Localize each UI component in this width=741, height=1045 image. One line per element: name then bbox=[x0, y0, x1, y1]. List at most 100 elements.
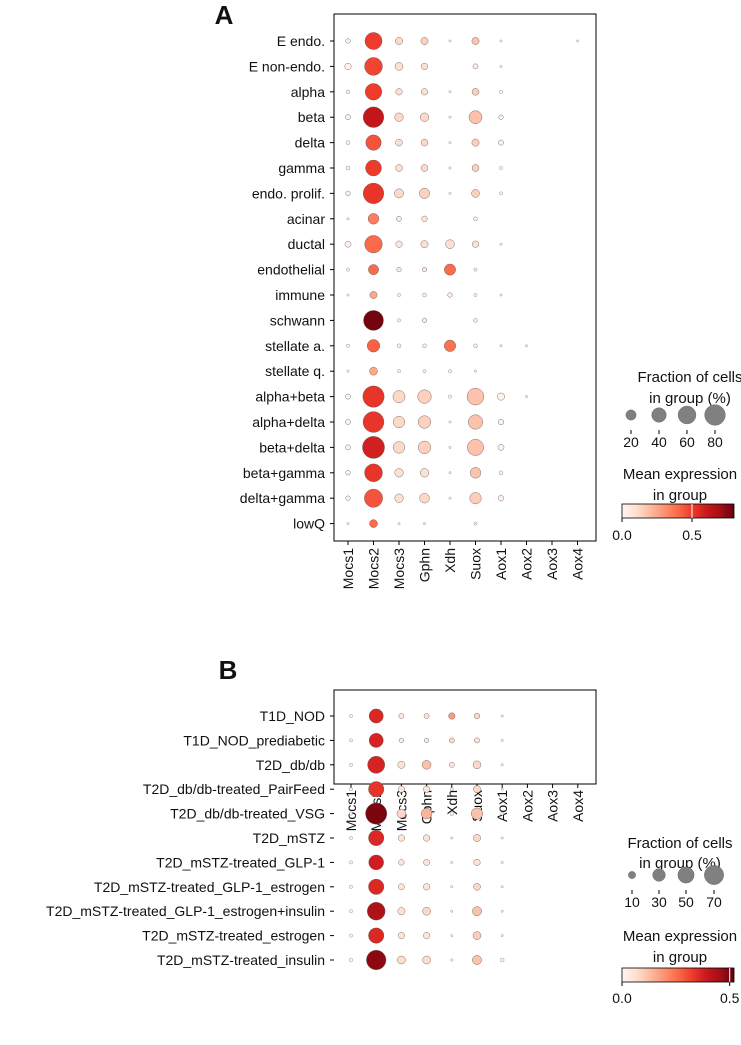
dot-beta-gamma-mocs3 bbox=[394, 468, 404, 478]
dot-alpha-beta-mocs2 bbox=[362, 385, 385, 408]
row-label-ductal: ductal bbox=[288, 236, 325, 252]
dot-stellate-q-mocs3 bbox=[397, 369, 401, 373]
size-legend-circle bbox=[628, 871, 636, 879]
dot-gamma-aox1 bbox=[499, 166, 503, 170]
dot-t1d-nod-aox1 bbox=[500, 714, 504, 718]
dot-immune-mocs3 bbox=[397, 293, 401, 297]
dot-t2d-mstz-treated-glp-1-xdh bbox=[450, 861, 454, 864]
panel-label: B bbox=[219, 655, 238, 685]
dot-t2d-mstz-treated-glp-1-estrogen-insulin-mocs2 bbox=[367, 902, 386, 921]
row-label-alpha: alpha bbox=[291, 84, 325, 100]
size-legend-label: 50 bbox=[678, 894, 694, 910]
row-label-acinar: acinar bbox=[287, 211, 325, 227]
dot-t2d-mstz-treated-estrogen-xdh bbox=[450, 934, 454, 937]
dot-t2d-mstz-treated-estrogen-mocs1 bbox=[349, 933, 353, 938]
dot-immune-xdh bbox=[447, 292, 453, 298]
color-legend-title: Mean expression bbox=[623, 928, 737, 945]
dot-t2d-mstz-mocs1 bbox=[349, 836, 353, 840]
dot-t2d-db-db-treated-vsg-aox1 bbox=[500, 811, 504, 816]
dot-beta-delta-xdh bbox=[448, 446, 452, 449]
dot-immune-suox bbox=[473, 293, 478, 297]
row-label-stellate-a: stellate a. bbox=[265, 338, 325, 354]
dot-t2d-mstz-treated-glp-1-estrogen-suox bbox=[473, 883, 481, 891]
dot-schwann-mocs3 bbox=[397, 318, 401, 323]
dot-t1d-nod-xdh bbox=[448, 712, 456, 720]
dot-alpha-mocs1 bbox=[345, 89, 351, 94]
dot-schwann-suox bbox=[473, 318, 478, 323]
dot-t2d-db-db-treated-pairfeed-suox bbox=[473, 785, 481, 794]
dot-e-non-endo-gphn bbox=[421, 62, 428, 70]
dot-acinar-mocs3 bbox=[396, 216, 402, 222]
dot-t2d-db-db-aox1 bbox=[500, 763, 504, 767]
dot-e-endo-aox4 bbox=[576, 39, 579, 43]
dot-alpha-delta-gphn bbox=[418, 415, 431, 429]
column-label-xdh: Xdh bbox=[444, 790, 460, 815]
dot-ductal-xdh bbox=[445, 239, 455, 249]
dot-t2d-mstz-treated-glp-1-aox1 bbox=[500, 861, 504, 864]
size-legend-label: 40 bbox=[651, 434, 667, 450]
column-label-aox1: Aox1 bbox=[493, 548, 509, 580]
dot-t1d-nod-prediabetic-suox bbox=[474, 737, 480, 744]
dot-e-non-endo-mocs3 bbox=[394, 62, 404, 71]
dot-t2d-mstz-treated-glp-1-estrogen-xdh bbox=[450, 885, 454, 889]
column-label-aox4: Aox4 bbox=[570, 790, 586, 822]
dot-endo-prolif-aox1 bbox=[499, 191, 503, 196]
dot-t2d-mstz-treated-glp-1-suox bbox=[473, 858, 481, 866]
dot-t2d-mstz-mocs3 bbox=[397, 834, 405, 842]
dot-delta-gamma-aox1 bbox=[497, 495, 505, 502]
row-label-t2d-mstz-treated-estrogen: T2D_mSTZ-treated_estrogen bbox=[142, 928, 325, 944]
dot-stellate-a-aox1 bbox=[499, 344, 503, 348]
dot-t2d-mstz-treated-glp-1-estrogen-insulin-aox1 bbox=[500, 909, 504, 913]
row-label-beta-gamma: beta+gamma bbox=[243, 465, 325, 481]
dot-beta-delta-mocs3 bbox=[392, 441, 406, 454]
column-label-aox3: Aox3 bbox=[545, 790, 561, 822]
dot-e-non-endo-suox bbox=[472, 63, 479, 70]
dot-t2d-mstz-mocs2 bbox=[368, 830, 385, 846]
dot-t2d-mstz-treated-glp-1-mocs2 bbox=[368, 854, 384, 871]
row-label-e-non-endo: E non-endo. bbox=[249, 58, 325, 74]
size-legend-label: 10 bbox=[624, 894, 640, 910]
row-label-t2d-db-db-treated-pairfeed: T2D_db/db-treated_PairFeed bbox=[143, 781, 325, 797]
colorbar-label: 0.5 bbox=[682, 527, 702, 543]
dot-t2d-db-db-treated-vsg-xdh bbox=[449, 811, 454, 816]
dot-t2d-mstz-treated-glp-1-gphn bbox=[423, 859, 430, 866]
dot-beta-gamma-aox1 bbox=[498, 470, 504, 475]
dot-delta-aox1 bbox=[498, 139, 504, 146]
size-legend-circle bbox=[625, 409, 637, 421]
row-label-stellate-q: stellate q. bbox=[265, 363, 325, 379]
dotplot-panel-b: B T1D_NOD T1D_NOD_prediabetic T2D_db/db T2D_… bbox=[46, 655, 740, 1006]
dot-endo-prolif-gphn bbox=[419, 188, 430, 199]
dot-alpha-beta-aox2 bbox=[525, 395, 528, 398]
row-label-t2d-mstz-treated-glp-1: T2D_mSTZ-treated_GLP-1 bbox=[156, 854, 325, 870]
dot-immune-mocs2 bbox=[369, 291, 378, 299]
row-label-t2d-db-db: T2D_db/db bbox=[256, 757, 325, 773]
column-label-aox2: Aox2 bbox=[519, 548, 535, 580]
dot-endothelial-mocs3 bbox=[396, 267, 402, 273]
dot-t1d-nod-prediabetic-xdh bbox=[449, 737, 455, 744]
colorbar-label: 0.5 bbox=[720, 990, 740, 1006]
row-label-alpha-delta: alpha+delta bbox=[252, 414, 325, 430]
dot-e-endo-mocs3 bbox=[395, 37, 403, 45]
dot-alpha-mocs3 bbox=[395, 88, 403, 96]
row-label-alpha-beta: alpha+beta bbox=[255, 389, 325, 405]
row-label-t2d-mstz-treated-glp-1-estrogen: T2D_mSTZ-treated_GLP-1_estrogen bbox=[94, 879, 325, 895]
dot-t2d-mstz-treated-insulin-mocs1 bbox=[349, 958, 353, 962]
dot-stellate-a-mocs1 bbox=[346, 344, 350, 348]
dot-e-endo-gphn bbox=[420, 37, 429, 45]
size-legend-circle bbox=[704, 404, 726, 426]
dot-alpha-gphn bbox=[421, 88, 428, 96]
dot-endo-prolif-mocs2 bbox=[363, 182, 384, 204]
dot-t2d-mstz-treated-estrogen-aox1 bbox=[500, 934, 504, 937]
dot-alpha-beta-gphn bbox=[417, 389, 432, 404]
dot-immune-aox1 bbox=[499, 293, 503, 297]
dot-t1d-nod-prediabetic-gphn bbox=[424, 737, 430, 743]
row-label-beta: beta bbox=[298, 109, 325, 125]
dot-t2d-mstz-treated-glp-1-estrogen-mocs2 bbox=[368, 878, 385, 895]
dot-alpha-aox1 bbox=[499, 90, 503, 94]
dot-stellate-q-gphn bbox=[422, 369, 427, 373]
dot-beta-mocs1 bbox=[345, 114, 351, 120]
color-legend-subtitle: in group bbox=[653, 487, 707, 504]
dot-beta-delta-mocs1 bbox=[345, 444, 351, 451]
dot-t2d-mstz-treated-glp-1-estrogen-insulin-mocs1 bbox=[349, 909, 353, 913]
